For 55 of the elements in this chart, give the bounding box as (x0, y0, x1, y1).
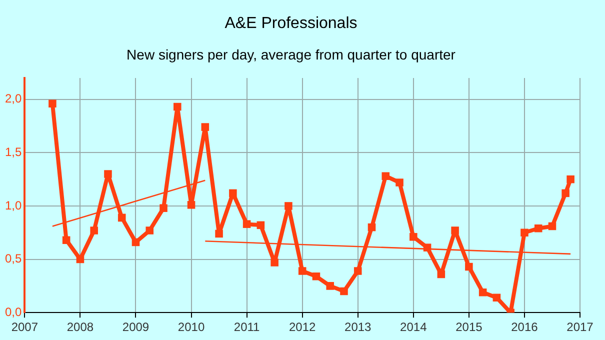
x-tick-label: 2008 (66, 320, 94, 334)
chart-subtitle: New signers per day, average from quarter to quarter (126, 46, 456, 62)
point (160, 204, 168, 212)
point (298, 267, 306, 275)
x-tick-label: 2016 (511, 320, 538, 334)
point (90, 226, 98, 234)
x-tick-label: 2012 (288, 320, 316, 334)
chart-title: A&E Professionals (224, 15, 358, 32)
point (132, 238, 140, 246)
point (215, 230, 223, 238)
point (201, 123, 210, 131)
point (340, 287, 348, 296)
point (534, 224, 542, 232)
y-tick-label: 0,0 (4, 304, 22, 319)
y-tick-label: 1,0 (4, 198, 22, 212)
point (354, 267, 362, 275)
point (478, 288, 487, 296)
point (229, 189, 237, 198)
y-tick-label: 2,0 (4, 92, 22, 106)
point (242, 220, 251, 228)
point (270, 258, 278, 266)
point (465, 262, 473, 271)
point (62, 236, 70, 244)
point (76, 255, 84, 264)
point (326, 282, 334, 290)
y-tick-label: 0,5 (4, 252, 22, 266)
point (146, 226, 154, 234)
point (312, 272, 320, 280)
x-tick-label: 2014 (400, 320, 428, 334)
point (492, 294, 501, 302)
point (566, 175, 574, 184)
point (548, 222, 556, 230)
point (520, 228, 528, 237)
point (368, 223, 376, 232)
x-tick-label: 2017 (566, 320, 594, 334)
point (382, 172, 390, 180)
point (410, 233, 418, 241)
point (396, 178, 404, 186)
x-tick-label: 2009 (122, 320, 150, 334)
point (256, 221, 265, 230)
point (104, 170, 112, 178)
point (562, 189, 570, 198)
point (284, 202, 292, 210)
x-tick-label: 2011 (234, 320, 260, 334)
x-tick-label: 2015 (456, 320, 483, 334)
point (187, 201, 196, 209)
x-tick-label: 2010 (178, 320, 205, 334)
x-tick-label: 2007 (11, 320, 38, 334)
point (174, 102, 182, 111)
y-tick-label: 1,5 (4, 144, 22, 159)
point (451, 226, 459, 234)
point (48, 100, 56, 108)
point (437, 270, 446, 278)
x-tick-label: 2013 (344, 320, 372, 334)
point (118, 214, 126, 222)
